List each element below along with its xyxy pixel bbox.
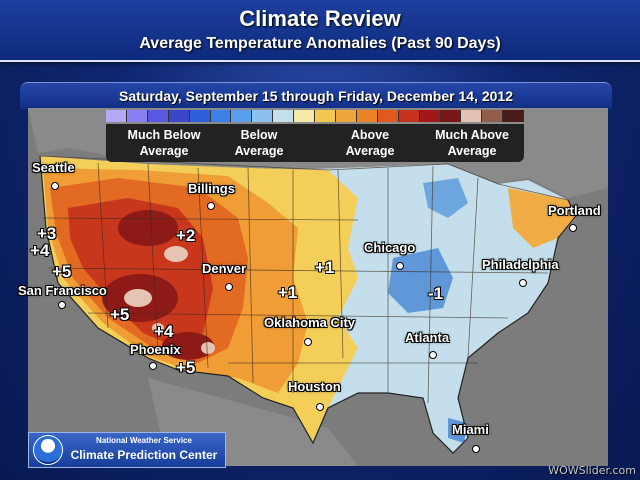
page-subtitle: Average Temperature Anomalies (Past 90 D…	[139, 35, 501, 52]
legend-label-panel: Much Below Average Below Average Above A…	[106, 124, 524, 162]
city-marker-portland	[569, 224, 577, 232]
city-marker-chicago	[396, 262, 404, 270]
city-marker-billings	[207, 202, 215, 210]
anomaly-label: +3	[37, 224, 57, 243]
hotspot-3	[152, 323, 164, 333]
watermark: WOWSlider.com	[548, 464, 636, 477]
anomaly-label: +4	[30, 241, 50, 260]
region-above-northeast	[508, 188, 576, 248]
city-marker-denver	[225, 283, 233, 291]
hotspot-2	[124, 289, 152, 307]
city-marker-seattle	[51, 182, 59, 190]
anomaly-label: -1	[428, 284, 444, 303]
date-range: Saturday, September 15 through Friday, D…	[119, 88, 513, 104]
city-label-denver: Denver	[202, 261, 247, 276]
region-below-lakes	[423, 178, 468, 218]
anomaly-label: +2	[176, 226, 196, 245]
anomaly-label: +5	[176, 358, 196, 377]
anomaly-map	[28, 108, 608, 466]
legend-swatch	[503, 110, 525, 122]
anomaly-label: +1	[315, 258, 335, 277]
region-below-midwest	[388, 248, 453, 313]
legend-swatch	[168, 110, 190, 122]
city-marker-phoenix	[149, 362, 157, 370]
hotspot-4	[201, 342, 215, 354]
city-marker-philadelphia	[519, 279, 527, 287]
anomaly-label: +5	[110, 305, 130, 324]
city-label-billings: Billings	[188, 181, 235, 196]
legend-swatch	[419, 110, 441, 122]
legend-swatch	[440, 110, 462, 122]
city-label-portland: Portland	[548, 203, 601, 218]
city-label-houston: Houston	[288, 379, 341, 394]
region-dark-red-az	[162, 332, 214, 360]
city-marker-houston	[316, 403, 324, 411]
city-marker-atlanta	[429, 351, 437, 359]
legend: Much Below Average Below Average Above A…	[106, 110, 525, 162]
legend-swatch	[377, 110, 399, 122]
page-title: Climate Review	[239, 6, 401, 31]
nws-credit-box: National Weather Service Climate Predict…	[28, 432, 226, 468]
city-label-seattle: Seattle	[32, 160, 75, 175]
legend-label-much-above: Much Above Average	[435, 128, 509, 158]
legend-swatch	[482, 110, 504, 122]
region-dark-red-north	[118, 210, 178, 246]
nws-credit-line2: Climate Prediction Center	[70, 448, 218, 462]
legend-label-much-below: Much Below Average	[127, 128, 201, 158]
legend-swatch	[189, 110, 211, 122]
legend-swatch	[126, 110, 148, 122]
hotspot-1	[164, 246, 188, 262]
city-label-oklahoma-city: Oklahoma City	[264, 315, 356, 330]
legend-swatch	[147, 110, 169, 122]
noaa-logo-icon	[33, 435, 63, 465]
legend-swatch	[106, 110, 127, 122]
legend-swatch	[294, 110, 316, 122]
legend-swatch	[252, 110, 274, 122]
legend-label-below: Below Average	[234, 128, 284, 158]
city-label-phoenix: Phoenix	[130, 342, 181, 357]
legend-swatch	[398, 110, 420, 122]
city-label-chicago: Chicago	[364, 240, 416, 255]
city-label-philadelphia: Philadelphia	[482, 257, 559, 272]
legend-swatch	[273, 110, 295, 122]
us-map-svg	[28, 108, 608, 466]
legend-color-scale	[106, 110, 525, 122]
legend-swatch	[210, 110, 232, 122]
legend-swatch	[356, 110, 378, 122]
anomaly-label: +4	[154, 322, 174, 341]
legend-swatch	[335, 110, 357, 122]
legend-swatch	[231, 110, 253, 122]
us-coastline	[39, 155, 577, 454]
city-label-miami: Miami	[452, 422, 489, 437]
legend-label-above: Above Average	[345, 128, 395, 158]
legend-swatch	[315, 110, 336, 122]
nws-credit-line1: National Weather Service	[96, 436, 192, 445]
state-borders	[39, 155, 569, 404]
anomaly-label: +1	[278, 283, 298, 302]
city-marker-san-francisco	[58, 301, 66, 309]
region-much-above-red	[68, 198, 213, 348]
region-below-florida	[448, 418, 468, 443]
legend-swatch	[461, 110, 483, 122]
header-bar: Climate Review Average Temperature Anoma…	[0, 0, 640, 62]
city-marker-oklahoma-city	[304, 338, 312, 346]
city-label-atlanta: Atlanta	[405, 330, 450, 345]
date-range-bar: Saturday, September 15 through Friday, D…	[20, 82, 612, 109]
city-marker-miami	[472, 445, 480, 453]
anomaly-label: +5	[52, 262, 72, 281]
city-label-san-francisco: San Francisco	[18, 283, 107, 298]
